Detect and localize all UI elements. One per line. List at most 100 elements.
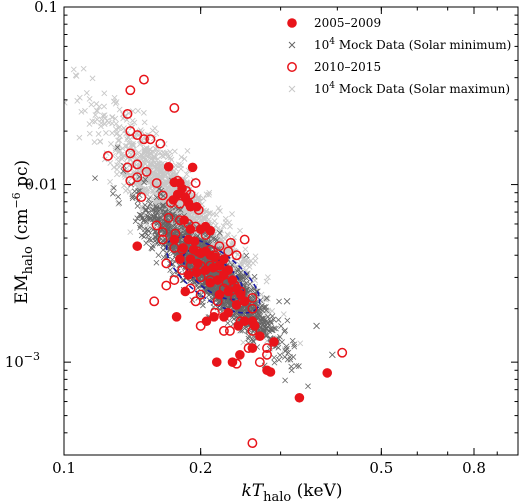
open-point (145, 134, 156, 145)
mock-max-point (168, 156, 175, 163)
mock-max-point (203, 191, 210, 198)
mock-min-point (212, 236, 219, 242)
mock-min-point (144, 226, 151, 233)
mock-max-point (155, 155, 161, 162)
mock-min-point (271, 359, 278, 366)
x-tick-label: 0.1 (52, 459, 76, 477)
mock-min-point (277, 333, 283, 340)
filled-point (294, 392, 305, 403)
mock-max-point (263, 296, 269, 303)
mock-max-point (101, 112, 108, 119)
filled-point (265, 367, 276, 377)
filled-point (183, 270, 194, 280)
mock-max-point (141, 186, 148, 192)
open-point (136, 192, 147, 203)
mock-min-point (282, 377, 288, 384)
filled-point (247, 343, 258, 353)
mock-min-point (285, 349, 292, 356)
filled-point (201, 316, 212, 327)
open-point (169, 103, 180, 113)
mock-max-point (178, 154, 185, 161)
mock-min-point (160, 193, 167, 199)
mock-min-point (141, 179, 147, 186)
mock-min-point (210, 235, 217, 242)
x-tick-label: 0.5 (369, 459, 393, 477)
mock-min-point (143, 240, 150, 247)
mock-max-point (142, 156, 149, 163)
mock-max-point (250, 260, 257, 267)
mock-max-point (140, 109, 147, 116)
mock-max-point (229, 211, 235, 218)
mock-max-point (160, 153, 167, 160)
mock-max-point (231, 256, 237, 263)
mock-min-point (129, 195, 136, 202)
filled-point (227, 357, 238, 367)
axis-ticks: 0.1 0.2 0.5 0.8 10−3 0.01 0.1 (5, 0, 518, 477)
mock-min-point (256, 307, 263, 314)
mock-max-point (153, 130, 160, 137)
mock-min-point (152, 203, 159, 209)
mock-max-point (141, 177, 148, 184)
mock-min-point (277, 352, 283, 359)
mock-min-point (257, 297, 264, 304)
mock-min-point (275, 316, 282, 323)
open-point (214, 241, 225, 252)
legend-label-mockmin: 104 Mock Data (Solar minimum) (314, 37, 511, 52)
mock-max-point (122, 142, 129, 149)
mock-max-point (76, 134, 83, 141)
mock-max-point (211, 218, 218, 224)
mock-max-point (212, 222, 219, 229)
filled-point (178, 243, 188, 253)
mock-max-point (216, 207, 223, 214)
mock-max-point (112, 147, 119, 154)
mock-min-point (251, 273, 258, 280)
filled-point (209, 312, 219, 322)
mock-min-point (132, 218, 139, 225)
open-point (155, 138, 166, 149)
mock-max-point (264, 274, 271, 281)
mock-max-point (159, 152, 165, 159)
legend-marker-open (287, 62, 297, 72)
mock-max-point (88, 101, 95, 108)
mock-max-point (100, 112, 106, 119)
mock-min-point (141, 233, 147, 240)
mock-min-point (114, 144, 121, 151)
filled-point (223, 286, 234, 297)
open-point (247, 438, 258, 449)
mock-max-point (205, 216, 212, 223)
mock-max-point (258, 291, 265, 298)
mock-max-point (171, 148, 178, 155)
mock-min-point (273, 325, 279, 332)
mock-max-point (167, 148, 173, 155)
mock-min-point (142, 176, 149, 183)
mock-min-point (155, 252, 162, 259)
mock-min-point (92, 175, 98, 182)
mock-max-point (178, 162, 184, 169)
mock-min-point (282, 348, 289, 354)
filled-point (132, 241, 143, 251)
open-point (157, 227, 168, 238)
mock-min-point (224, 320, 231, 327)
mock-max-point (145, 131, 151, 138)
open-point (157, 190, 168, 201)
open-point (157, 234, 168, 245)
mock-max-point (123, 130, 129, 137)
filled-point (163, 161, 174, 172)
mock-max-point (142, 148, 148, 155)
mock-min-point (200, 302, 206, 309)
mock-max-point (93, 107, 100, 114)
mock-max-point (89, 75, 96, 82)
filled-point (255, 331, 265, 342)
mock-max-point (72, 72, 79, 79)
mock-max-point (103, 130, 109, 136)
mock-min-point (305, 383, 311, 390)
mock-min-point (162, 219, 169, 226)
mock-min-point (115, 193, 122, 200)
mock-min-point (279, 339, 285, 345)
open-point (190, 178, 201, 188)
mock-max-point (108, 141, 114, 147)
mock-min-point (276, 298, 282, 305)
filled-point (189, 236, 200, 246)
mock-max-point (153, 160, 160, 167)
filled-point (191, 267, 202, 278)
